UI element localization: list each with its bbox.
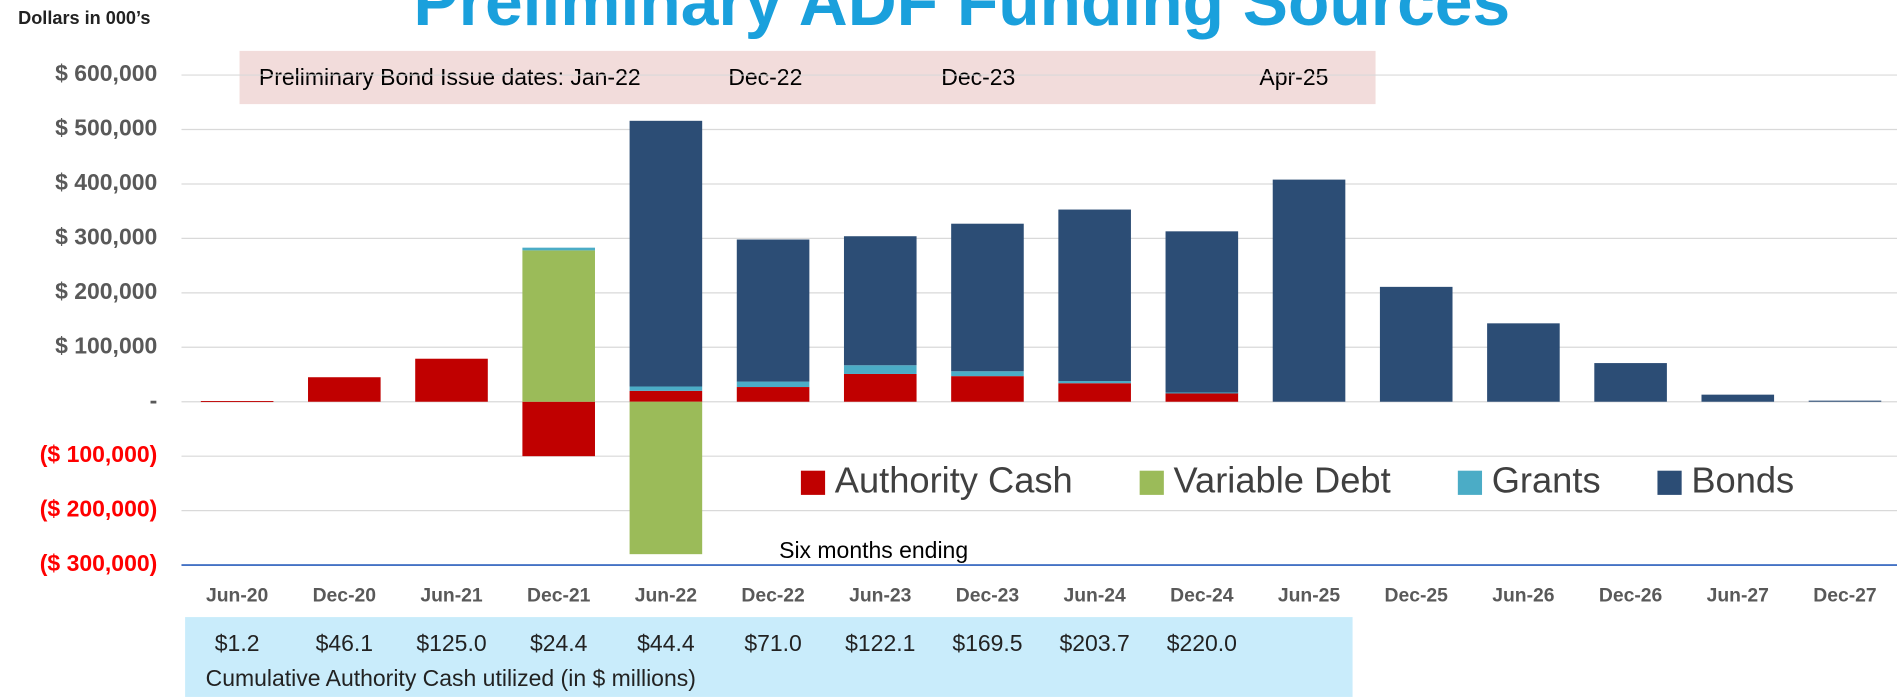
- bar: [1165, 392, 1239, 394]
- cumulative-label: $44.4: [637, 630, 695, 656]
- bar: [1058, 209, 1131, 382]
- y-tick-label: $ 100,000: [55, 332, 157, 358]
- y-axis-label: Dollars in 000’s: [18, 8, 150, 28]
- x-tick-label: Jun-21: [420, 585, 483, 607]
- x-tick-label: Dec-20: [313, 585, 376, 607]
- bar: [415, 358, 488, 402]
- cumulative-label: $220.0: [1167, 630, 1237, 656]
- cumulative-label: $71.0: [744, 630, 801, 656]
- bond-date: Dec-22: [728, 64, 802, 90]
- y-tick-label: $ 500,000: [55, 115, 157, 141]
- x-tick-label: Jun-20: [206, 585, 268, 607]
- cumulative-label: $46.1: [316, 630, 373, 656]
- x-tick-label: Dec-24: [1170, 585, 1234, 607]
- x-tick-label: Jun-25: [1278, 585, 1341, 607]
- cumulative-label: $203.7: [1060, 630, 1130, 656]
- bar: [629, 390, 703, 402]
- legend-swatch: [1139, 470, 1164, 495]
- y-tick-label: ($ 300,000): [40, 550, 157, 576]
- bar: [629, 120, 703, 387]
- legend-swatch: [1657, 470, 1682, 495]
- bar: [843, 365, 917, 374]
- bar: [629, 386, 703, 391]
- legend-label: Authority Cash: [835, 459, 1073, 500]
- y-tick-label: $ 600,000: [55, 60, 157, 86]
- bar: [951, 371, 1024, 377]
- x-tick-label: Jun-26: [1492, 585, 1555, 607]
- x-tick-label: Dec-21: [527, 585, 591, 607]
- y-tick-label: -: [150, 387, 158, 413]
- cumulative-caption: Cumulative Authority Cash utilized (in $…: [206, 665, 696, 691]
- bar: [1058, 381, 1131, 384]
- x-axis-label: Six months ending: [779, 537, 968, 563]
- x-tick-label: Dec-26: [1599, 585, 1663, 607]
- x-tick-label: Jun-27: [1707, 585, 1769, 607]
- y-tick-label: ($ 200,000): [40, 496, 157, 522]
- chart-title: Preliminary ADF Funding Sources: [413, 0, 1510, 40]
- bar: [843, 236, 917, 366]
- x-tick-label: Dec-23: [956, 585, 1020, 607]
- bar: [1058, 383, 1131, 402]
- bar: [629, 401, 703, 555]
- legend-swatch: [1457, 470, 1483, 495]
- bar: [200, 401, 274, 403]
- legend-label: Bonds: [1691, 459, 1794, 500]
- cumulative-label: $122.1: [845, 630, 915, 656]
- bar: [308, 377, 381, 402]
- bar: [1808, 400, 1882, 402]
- bond-dates-label: Preliminary Bond Issue dates: Jan-22: [259, 64, 641, 90]
- bar: [951, 223, 1024, 372]
- bond-dates-banner: [239, 50, 1376, 105]
- legend-swatch: [800, 470, 826, 495]
- bond-date: Dec-23: [941, 64, 1015, 90]
- y-tick-label: $ 200,000: [55, 278, 157, 304]
- bar: [736, 239, 810, 382]
- legend-label: Variable Debt: [1174, 459, 1391, 500]
- y-tick-label: ($ 100,000): [40, 441, 157, 467]
- cumulative-label: $24.4: [530, 630, 588, 656]
- legend-label: Grants: [1492, 459, 1601, 500]
- bar: [1594, 363, 1667, 402]
- bar: [522, 401, 595, 457]
- y-tick-label: $ 300,000: [55, 223, 157, 249]
- cumulative-band: [185, 617, 1353, 697]
- bar: [1701, 394, 1775, 402]
- bar: [1379, 286, 1453, 402]
- bar: [736, 381, 810, 388]
- cumulative-label: $1.2: [215, 630, 260, 656]
- bar: [522, 250, 595, 402]
- cumulative-label: $125.0: [416, 630, 486, 656]
- x-tick-label: Jun-22: [635, 585, 697, 607]
- cumulative-label: $169.5: [952, 630, 1022, 656]
- bar: [1272, 179, 1346, 402]
- x-tick-label: Jun-23: [849, 585, 912, 607]
- x-tick-label: Jun-24: [1063, 585, 1126, 607]
- bond-date: Apr-25: [1259, 64, 1328, 90]
- y-tick-label: $ 400,000: [55, 169, 157, 195]
- bar: [951, 376, 1024, 402]
- bar: [522, 247, 595, 251]
- bar: [1487, 323, 1560, 402]
- bar: [1165, 393, 1239, 402]
- bar: [843, 373, 917, 402]
- x-tick-label: Dec-22: [741, 585, 804, 607]
- bar: [736, 387, 810, 402]
- x-tick-label: Dec-27: [1813, 585, 1876, 607]
- x-tick-label: Dec-25: [1384, 585, 1448, 607]
- bar: [1165, 231, 1239, 393]
